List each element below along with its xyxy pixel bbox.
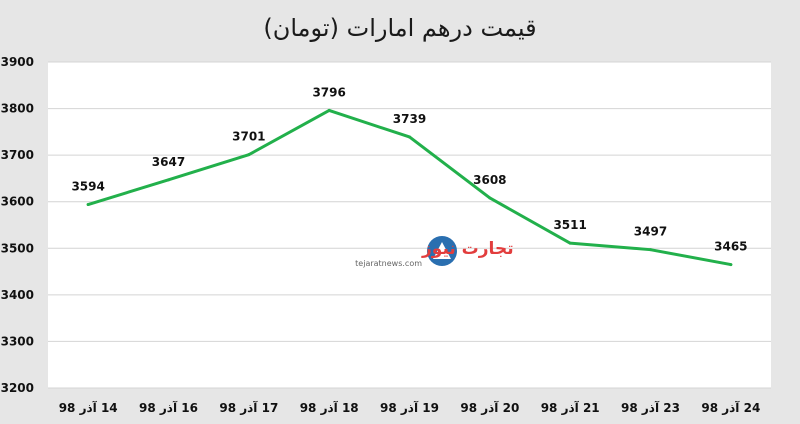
x-tick-label: 14 آذر 98 (59, 400, 118, 415)
data-point (86, 203, 90, 207)
x-tick-label: 23 آذر 98 (621, 400, 680, 415)
y-tick-label: 3200 (1, 381, 34, 395)
data-point (649, 248, 652, 252)
y-tick-label: 3900 (1, 55, 34, 69)
x-tick-label: 24 آذر 98 (701, 400, 760, 415)
y-tick-label: 3800 (1, 102, 34, 116)
y-tick-label: 3500 (1, 241, 34, 255)
x-tick-label: 16 آذر 98 (139, 400, 198, 415)
data-label: 3497 (634, 225, 667, 239)
y-tick-label: 3300 (1, 334, 34, 348)
y-tick-label: 3700 (1, 148, 34, 162)
data-label: 3465 (714, 240, 747, 254)
x-tick-label: 17 آذر 98 (219, 400, 278, 415)
data-point (568, 241, 572, 245)
watermark-brand: تجارت نیوز (421, 239, 514, 259)
data-point (247, 153, 251, 157)
x-tick-label: 21 آذر 98 (541, 400, 600, 415)
x-tick-label: 19 آذر 98 (380, 400, 439, 415)
data-point (729, 263, 733, 267)
data-label: 3739 (393, 112, 426, 126)
data-label: 3701 (232, 130, 265, 144)
data-point (408, 135, 411, 139)
data-label: 3511 (553, 218, 586, 232)
data-point (327, 108, 331, 112)
data-point (488, 196, 492, 200)
data-label: 3647 (152, 155, 185, 169)
y-tick-label: 3600 (1, 195, 34, 209)
plot-area (48, 62, 771, 388)
x-tick-label: 18 آذر 98 (300, 400, 359, 415)
chart-title: قیمت درهم امارات (تومان) (263, 14, 537, 42)
logo-arrow-icon (433, 242, 451, 259)
data-label: 3594 (71, 180, 104, 194)
x-axis: 14 آذر 98 16 آذر 98 17 آذر 98 18 آذر 98 19 آ… (59, 400, 761, 415)
data-point (167, 178, 170, 182)
series (86, 108, 733, 267)
y-axis: 3200 3300 3400 3500 3600 3700 3800 3900 (1, 55, 34, 395)
data-labels: 3594 3647 3701 3796 3739 3608 3511 3497 3465 (71, 85, 747, 253)
data-label: 3796 (312, 85, 345, 99)
x-tick-label: 20 آذر 98 (460, 400, 519, 415)
watermark-url: tejaratnews.com (355, 259, 422, 268)
y-tick-label: 3400 (1, 288, 34, 302)
data-label: 3608 (473, 173, 506, 187)
watermark-logo: تجارت نیوز tejaratnews.com (355, 236, 514, 268)
